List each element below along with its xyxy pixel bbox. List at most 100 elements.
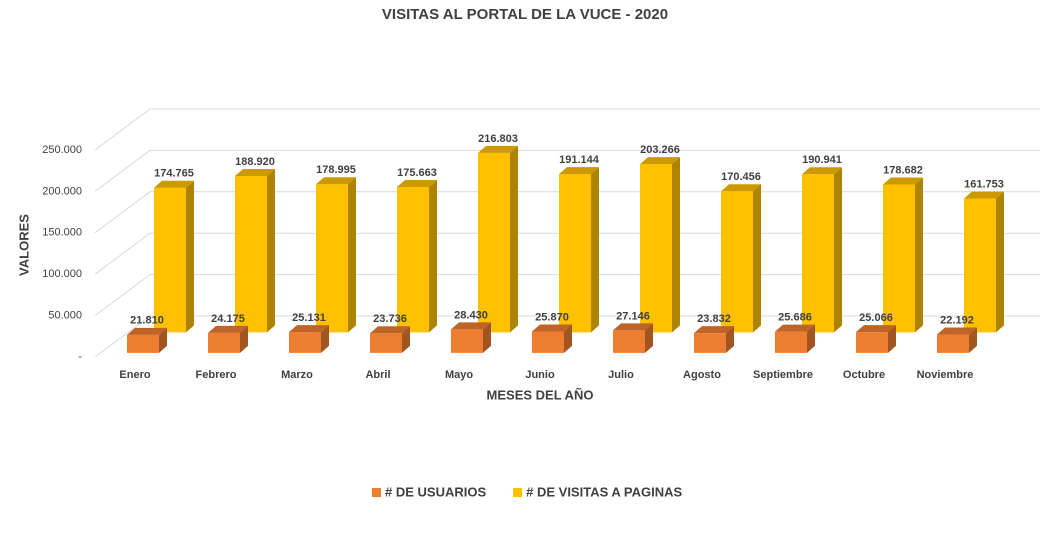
x-tick-label: Mayo	[445, 369, 473, 381]
legend-label: # DE VISITAS A PAGINAS	[526, 484, 682, 499]
value-label: 22.192	[940, 314, 974, 326]
value-label: 25.686	[778, 312, 812, 324]
bar-front	[154, 187, 186, 333]
bar-side	[267, 168, 275, 333]
bar-top	[559, 167, 599, 175]
bar-front	[721, 191, 753, 333]
bar-side	[186, 180, 194, 333]
bar	[856, 325, 896, 353]
value-label: 188.920	[235, 156, 275, 168]
bar-side	[672, 157, 680, 333]
bar-side	[321, 325, 329, 353]
bar-top	[208, 325, 248, 333]
y-tick-label: 250.000	[42, 144, 82, 156]
bar-side	[429, 179, 437, 333]
bar-top	[478, 145, 518, 153]
bar-front	[613, 330, 645, 353]
value-label: 28.430	[454, 309, 488, 321]
bar-top	[883, 177, 923, 185]
bar	[478, 145, 518, 333]
x-tick-label: Agosto	[683, 369, 721, 381]
bar	[775, 324, 815, 353]
legend-label: # DE USUARIOS	[385, 484, 486, 499]
bar-front	[694, 333, 726, 353]
grid-line	[94, 108, 1040, 151]
bar-front	[856, 332, 888, 353]
x-tick-label: Septiembre	[753, 369, 813, 381]
value-label: 178.995	[316, 164, 356, 176]
bar-front	[370, 333, 402, 353]
bar-front	[532, 331, 564, 353]
value-label: 203.266	[640, 144, 680, 156]
y-axis-label: VALORES	[16, 214, 31, 276]
x-tick-label: Noviembre	[917, 369, 974, 381]
bar-top	[235, 168, 275, 176]
bar-top	[937, 327, 977, 335]
bar	[640, 157, 680, 333]
grid-line	[94, 149, 1040, 192]
bar-side	[645, 323, 653, 353]
bar-top	[640, 157, 680, 165]
x-tick-label: Julio	[608, 369, 634, 381]
bar	[964, 191, 1004, 333]
value-label: 21.810	[130, 315, 164, 327]
bar-top	[289, 325, 329, 333]
bar	[721, 184, 761, 333]
bar-side	[915, 177, 923, 333]
bar-top	[775, 324, 815, 332]
bar-top	[964, 191, 1004, 199]
y-tick-label: 100.000	[42, 268, 82, 280]
bar	[532, 324, 572, 353]
x-tick-label: Octubre	[843, 369, 885, 381]
bar-side	[807, 324, 815, 353]
bar-side	[996, 191, 1004, 333]
bar-top	[316, 177, 356, 185]
x-tick-label: Abril	[365, 369, 390, 381]
bar-side	[834, 167, 842, 333]
bar-side	[483, 322, 491, 353]
bar-side	[564, 324, 572, 353]
bar-front	[316, 184, 348, 333]
x-axis-label: MESES DEL AÑO	[487, 387, 594, 402]
bar-top	[694, 326, 734, 334]
value-label: 23.832	[697, 313, 731, 325]
bar-top	[154, 180, 194, 188]
bar-side	[753, 184, 761, 333]
value-label: 161.753	[964, 178, 1004, 190]
bar-front	[235, 175, 267, 333]
bar	[694, 326, 734, 353]
bar-front	[937, 334, 969, 353]
bar-side	[402, 326, 410, 353]
value-label: 170.456	[721, 171, 761, 183]
value-label: 191.144	[559, 154, 600, 166]
bar	[397, 179, 437, 333]
value-label: 178.682	[883, 164, 923, 176]
value-label: 175.663	[397, 167, 437, 179]
value-label: 216.803	[478, 133, 518, 145]
bar	[235, 168, 275, 333]
bar-side	[888, 325, 896, 353]
bar-top	[370, 326, 410, 334]
bar-front	[289, 332, 321, 353]
bar-side	[591, 167, 599, 333]
value-label: 23.736	[373, 313, 407, 325]
y-tick-label: 50.000	[48, 310, 82, 322]
bar-side	[348, 177, 356, 333]
bar-top	[613, 323, 653, 331]
bar-front	[451, 329, 483, 353]
bar-side	[240, 325, 248, 353]
bar-front	[127, 334, 159, 353]
value-label: 25.870	[535, 311, 569, 323]
value-label: 190.941	[802, 154, 842, 166]
bar-top	[451, 322, 491, 330]
bar-front	[559, 174, 591, 333]
bar	[883, 177, 923, 333]
bar	[127, 327, 167, 353]
y-tick-label: 200.000	[42, 185, 82, 197]
value-label: 174.765	[154, 168, 194, 180]
bar	[937, 327, 977, 353]
bar	[613, 323, 653, 353]
bar-side	[159, 327, 167, 353]
bar	[451, 322, 491, 353]
